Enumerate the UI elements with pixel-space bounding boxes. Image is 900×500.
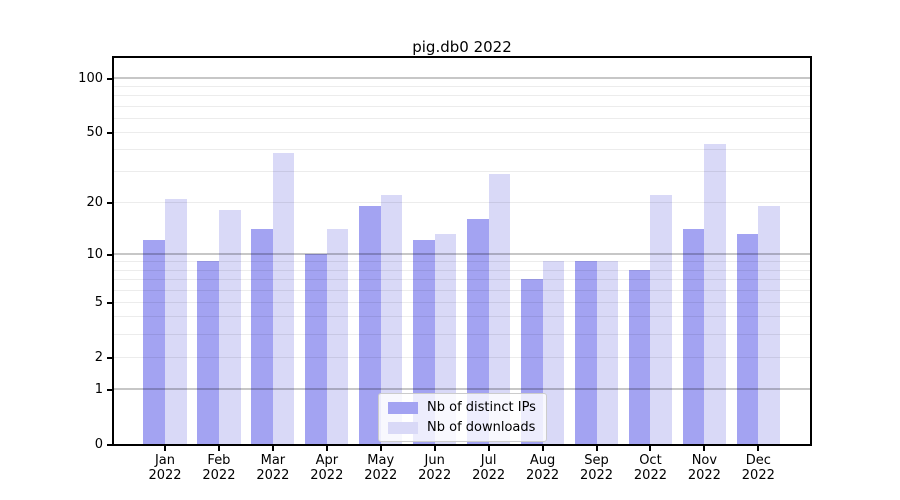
bar-distinct-ips-mar xyxy=(251,229,273,444)
x-tick-label: May 2022 xyxy=(364,453,398,483)
x-tick-label: Aug 2022 xyxy=(526,453,560,483)
bar-downloads-feb xyxy=(218,210,241,444)
x-tick-label: Jan 2022 xyxy=(148,453,182,483)
y-tick-label: 50 xyxy=(86,124,103,140)
gridline xyxy=(114,202,810,204)
x-tick xyxy=(595,446,598,451)
x-tick-label: Dec 2022 xyxy=(741,453,775,483)
x-tick xyxy=(487,446,490,451)
right-spine xyxy=(810,56,812,446)
legend-label-downloads: Nb of downloads xyxy=(427,420,536,435)
gridline xyxy=(114,356,810,358)
gridline xyxy=(114,149,810,151)
gridline xyxy=(114,77,810,80)
bar-downloads-apr xyxy=(326,229,349,444)
y-tick xyxy=(107,77,112,80)
y-tick-label: 100 xyxy=(78,70,103,86)
y-tick-label: 2 xyxy=(94,349,103,365)
gridline xyxy=(114,278,810,280)
x-tick-label: Apr 2022 xyxy=(310,453,344,483)
bar-downloads-dec xyxy=(758,206,780,444)
bottom-spine xyxy=(112,444,812,446)
bar-downloads-mar xyxy=(272,153,295,444)
x-tick-label: Oct 2022 xyxy=(633,453,667,483)
bar-downloads-jul xyxy=(488,173,511,444)
chart-title: pig.db0 2022 xyxy=(412,38,512,56)
x-tick-label: Jun 2022 xyxy=(418,453,452,483)
legend-label-distinct-ips: Nb of distinct IPs xyxy=(427,400,536,415)
y-tick-label: 10 xyxy=(86,246,103,262)
y-tick xyxy=(107,131,112,134)
top-spine xyxy=(112,56,812,58)
gridline xyxy=(114,253,810,256)
x-tick-label: Jul 2022 xyxy=(472,453,506,483)
gridline xyxy=(114,333,810,335)
legend-swatch-distinct-ips-icon xyxy=(388,401,418,414)
left-spine xyxy=(112,56,114,446)
bar-downloads-nov xyxy=(704,143,726,444)
gridline xyxy=(114,85,810,87)
x-tick xyxy=(433,446,436,451)
gridline xyxy=(114,316,810,318)
bar-distinct-ips-sep xyxy=(574,261,597,444)
bar-downloads-oct xyxy=(650,195,673,444)
x-tick xyxy=(757,446,760,451)
y-tick-label: 0 xyxy=(94,437,103,452)
x-tick xyxy=(217,446,220,451)
x-tick xyxy=(271,446,274,451)
bar-downloads-aug xyxy=(542,261,565,444)
x-tick xyxy=(325,446,328,451)
bar-downloads-jan xyxy=(165,198,187,444)
bar-downloads-may xyxy=(380,195,403,444)
bar-distinct-ips-apr xyxy=(305,253,327,444)
gridline xyxy=(114,388,810,391)
x-tick-label: Mar 2022 xyxy=(256,453,290,483)
y-tick xyxy=(107,356,112,359)
x-tick xyxy=(541,446,544,451)
y-tick xyxy=(107,388,112,391)
gridline xyxy=(114,131,810,133)
gridline xyxy=(114,117,810,119)
y-tick xyxy=(107,301,112,304)
legend-item-distinct-ips: Nb of distinct IPs xyxy=(388,400,536,415)
gridline xyxy=(114,171,810,173)
bar-distinct-ips-may xyxy=(359,206,381,444)
gridline xyxy=(114,269,810,271)
bar-distinct-ips-dec xyxy=(736,234,759,444)
gridline xyxy=(114,301,810,303)
legend-swatch-downloads-icon xyxy=(388,421,418,434)
y-tick-label: 1 xyxy=(94,381,103,397)
y-tick xyxy=(107,202,112,205)
bar-downloads-jun xyxy=(434,234,457,444)
y-tick xyxy=(107,444,112,446)
y-tick-label: 20 xyxy=(86,195,103,211)
legend-item-downloads: Nb of downloads xyxy=(388,420,536,435)
x-tick xyxy=(649,446,652,451)
bar-distinct-ips-oct xyxy=(628,269,651,444)
bar-distinct-ips-feb xyxy=(197,261,219,444)
bar-distinct-ips-nov xyxy=(682,229,705,444)
x-tick-label: Nov 2022 xyxy=(687,453,721,483)
x-tick xyxy=(379,446,382,451)
gridline xyxy=(114,95,810,97)
gridline xyxy=(114,261,810,263)
x-tick xyxy=(703,446,706,451)
bar-distinct-ips-jul xyxy=(467,219,489,444)
bar-downloads-sep xyxy=(596,261,619,444)
legend: Nb of distinct IPs Nb of downloads xyxy=(378,393,547,442)
x-tick-label: Feb 2022 xyxy=(202,453,236,483)
y-tick xyxy=(107,253,112,256)
gridline xyxy=(114,105,810,107)
y-tick-label: 5 xyxy=(94,294,103,310)
x-tick-label: Sep 2022 xyxy=(579,453,614,483)
x-tick xyxy=(164,446,166,451)
gridline xyxy=(114,289,810,291)
bar-distinct-ips-jan xyxy=(143,240,165,444)
